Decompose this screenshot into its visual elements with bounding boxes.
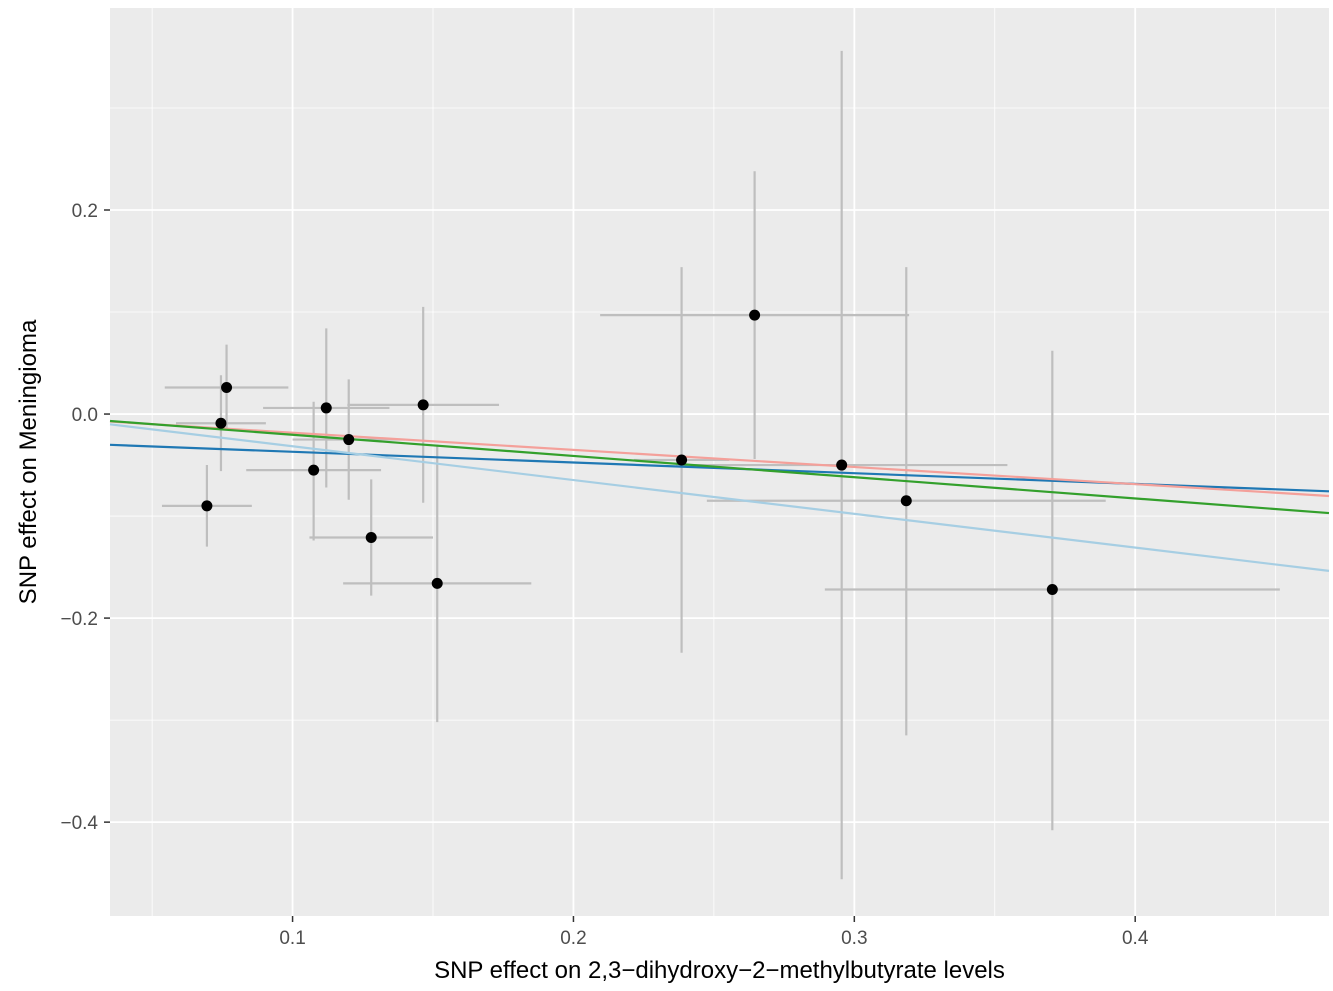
x-tick-label: 0.2 (560, 928, 586, 949)
y-tick-label: −0.4 (60, 813, 98, 834)
y-tick-label: 0.2 (72, 201, 98, 222)
data-point (201, 500, 213, 512)
data-points (201, 309, 1058, 596)
data-point (221, 382, 233, 394)
regression-lines (109, 419, 1330, 572)
minor-gridlines (110, 8, 1329, 916)
x-axis-title: SNP effect on 2,3−dihydroxy−2−methylbuty… (434, 957, 1005, 984)
data-point (417, 399, 429, 411)
data-point (900, 495, 912, 507)
x-tick-label: 0.4 (1122, 928, 1149, 949)
data-point (749, 309, 761, 321)
x-axis: 0.1 0.2 0.3 0.4 (279, 916, 1149, 949)
data-point (215, 417, 227, 429)
data-point (365, 531, 377, 543)
y-axis-title: SNP effect on Meningioma (15, 319, 42, 604)
y-tick-label: −0.2 (60, 609, 98, 630)
data-point (308, 464, 320, 476)
data-point (343, 434, 355, 446)
data-point (676, 454, 688, 466)
data-point (836, 459, 848, 471)
x-tick-label: 0.3 (841, 928, 867, 949)
regression-line (109, 419, 1330, 515)
y-axis: 0.2 0.0 −0.2 −0.4 (60, 201, 110, 834)
regression-line (109, 420, 1330, 498)
data-point (320, 402, 332, 414)
regression-line (109, 423, 1330, 572)
data-point (1046, 584, 1058, 596)
y-tick-label: 0.0 (72, 405, 98, 426)
data-point (431, 577, 443, 589)
x-tick-label: 0.1 (279, 928, 305, 949)
